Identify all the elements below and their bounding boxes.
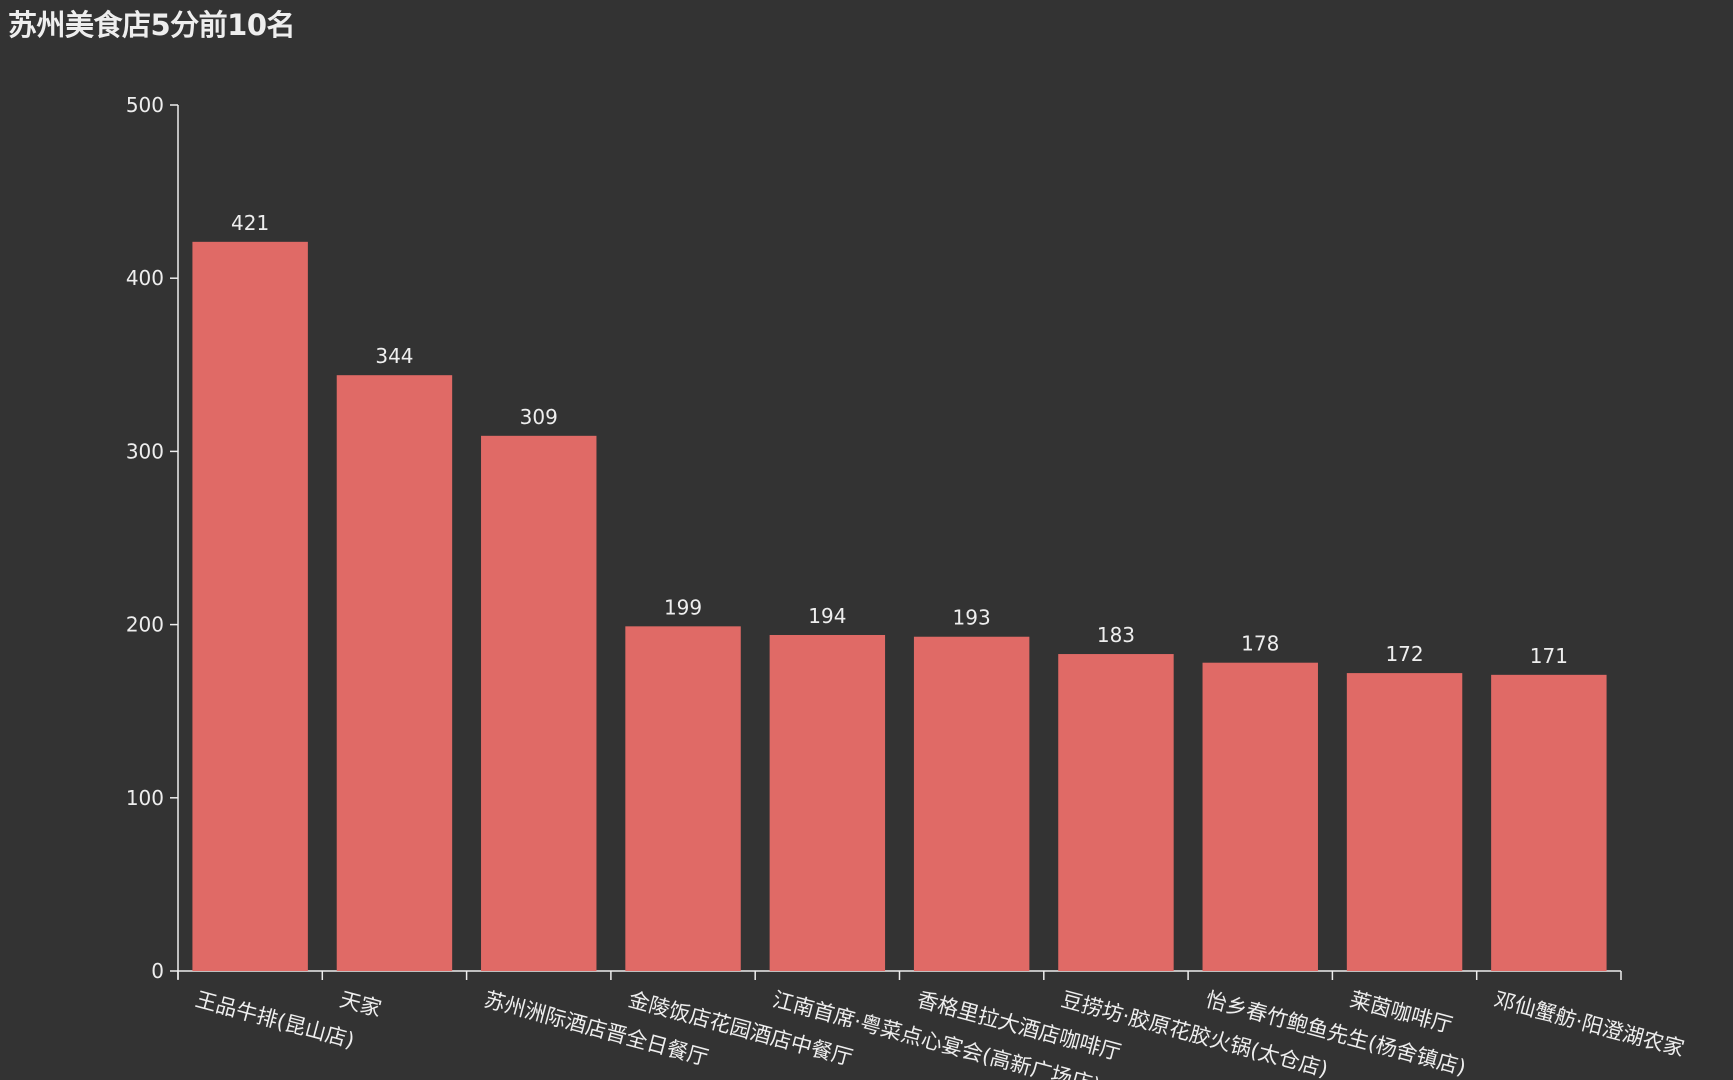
y-tick-label: 0 xyxy=(151,959,164,983)
data-label: 193 xyxy=(953,606,991,630)
chart-title: 苏州美食店5分前10名 xyxy=(8,8,296,42)
category-label: 邓仙蟹舫·阳澄湖农家 xyxy=(1492,987,1687,1061)
bar xyxy=(1202,662,1318,971)
bar xyxy=(481,435,597,971)
x-axis xyxy=(177,970,1622,980)
data-label: 309 xyxy=(520,405,558,429)
bar xyxy=(1346,673,1463,971)
data-label: 172 xyxy=(1385,642,1423,666)
data-label: 178 xyxy=(1241,632,1279,656)
data-label: 183 xyxy=(1097,623,1135,647)
category-label: 怡乡春竹鲍鱼先生(杨舍镇店) xyxy=(1203,987,1468,1080)
bar xyxy=(625,626,741,971)
data-labels: 421 344 309 199 194 193 183 178 172 171 xyxy=(231,211,1568,668)
y-tick-label: 400 xyxy=(126,266,164,290)
data-label: 344 xyxy=(375,344,413,368)
data-label: 171 xyxy=(1530,644,1568,668)
bar xyxy=(336,375,453,971)
bar xyxy=(1058,654,1174,971)
category-labels: 王品牛排(昆山店)天家 苏州洲际酒店晋全日餐厅金陵饭店花园酒店中餐厅江南首席·粤菜… xyxy=(193,987,1687,1080)
bar xyxy=(769,634,886,971)
y-tick-label: 300 xyxy=(126,439,164,463)
bar xyxy=(1491,674,1607,971)
data-label: 421 xyxy=(231,211,269,235)
y-tick-label: 500 xyxy=(126,93,164,117)
data-label: 194 xyxy=(808,604,846,628)
bars xyxy=(192,241,1607,971)
data-label: 199 xyxy=(664,595,702,619)
y-axis: 0 100 200 300 400 500 xyxy=(126,93,179,983)
bar xyxy=(913,636,1030,971)
y-tick-label: 100 xyxy=(126,786,164,810)
category-label: 天家 xyxy=(337,987,384,1021)
category-label: 王品牛排(昆山店) xyxy=(193,987,357,1052)
bar xyxy=(192,241,308,971)
y-tick-label: 200 xyxy=(126,613,164,637)
